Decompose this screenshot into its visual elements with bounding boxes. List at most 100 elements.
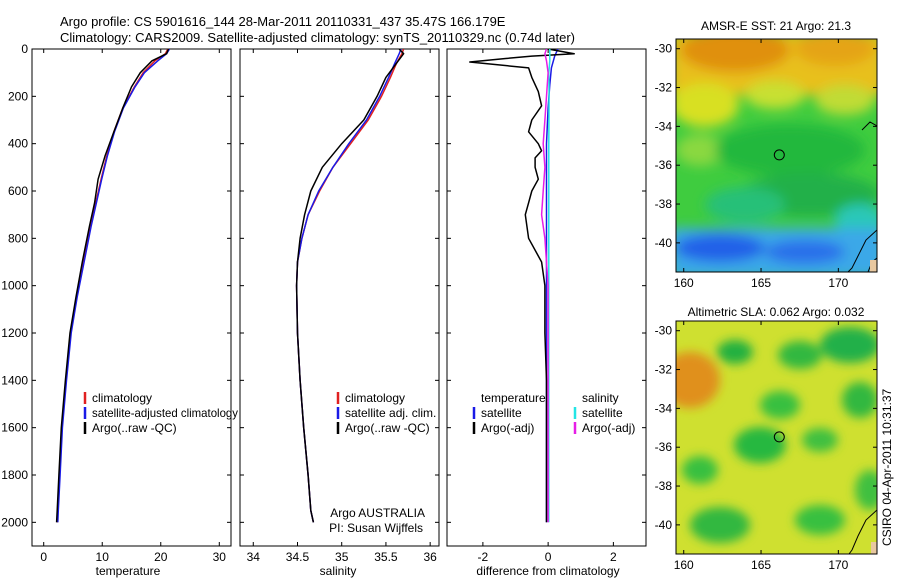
sst-map-panel: AMSR-E SST: 21 Argo: 21.3 [655,19,878,290]
x-tick-label: 34 [247,550,261,564]
header-line-2: Climatology: CARS2009. Satellite-adjuste… [60,30,575,45]
legend-label-argo: Argo(..raw -QC) [92,421,177,435]
float-position-marker [773,431,785,443]
y-tick-label: 800 [8,231,28,245]
sst-map-frame [675,38,878,273]
difference-depth-ticks [447,48,646,523]
depth-ticks: 0 200 400 600 800 1000 1200 1400 1600 1800 2000 [1,42,231,529]
header-line-1: Argo profile: CS 5901616_144 28-Mar-2011… [60,14,506,29]
y-tick-label: 600 [8,184,28,198]
temperature-lines [55,49,171,523]
y-tick-label: 1000 [1,279,28,293]
y-tick-label: -34 [655,119,673,133]
legend-label-sal-argo: Argo(-adj) [582,421,635,435]
sla-map-frame [675,320,878,555]
legend-title-temperature: temperature [481,391,546,405]
legend-label-temp-argo: Argo(-adj) [481,421,534,435]
sla-heatmap [676,321,877,554]
sla-map-panel: Altimetric SLA: 0.062 Argo: 0.032 [655,305,878,572]
x-tick-label: 170 [828,558,848,572]
annotation-pi: PI: Susan Wijffels [329,521,423,535]
y-tick-label: -30 [655,42,673,56]
y-tick-label: -32 [655,363,673,377]
legend-title-salinity: salinity [582,391,619,405]
y-tick-label: 1800 [1,468,28,482]
series-line [56,49,169,523]
y-tick-label: -36 [655,158,673,172]
y-tick-label: 1600 [1,421,28,435]
temperature-legend: climatology satellite-adjusted climatolo… [83,391,238,435]
y-tick-label: -32 [655,81,673,95]
salinity-legend: climatology satellite adj. clim. Argo(..… [336,391,436,435]
difference-lines [469,49,575,523]
x-tick-label: 34.5 [286,550,310,564]
temperature-x-ticks: 0 10 20 30 [40,49,226,564]
series-line [469,49,575,523]
x-tick-label: 165 [751,276,771,290]
x-tick-label: 10 [96,550,110,564]
legend-label-satellite: satellite-adjusted climatology [92,406,238,420]
y-tick-label: 200 [8,89,28,103]
y-tick-label: 1400 [1,373,28,387]
sst-map-title: AMSR-E SST: 21 Argo: 21.3 [701,19,851,33]
legend-label-climatology: climatology [345,391,405,405]
y-tick-label: 400 [8,137,28,151]
series-line [57,49,171,523]
x-tick-label: 35 [335,550,349,564]
series-line [295,49,405,523]
salinity-x-ticks: 34 34.5 35 35.5 36 [247,49,437,564]
sla-map-ticks: 160 165 170 -30 -32 -34 -36 -38 -40 [655,321,877,572]
sla-map-title: Altimetric SLA: 0.062 Argo: 0.032 [688,305,865,319]
y-tick-label: -38 [655,197,673,211]
annotation-argo-australia: Argo AUSTRALIA [330,506,425,520]
x-tick-label: 30 [213,550,227,564]
series-line [295,49,402,523]
x-tick-label: 160 [674,276,694,290]
temperature-xlabel: temperature [96,564,161,578]
y-tick-label: -40 [655,518,673,532]
series-line [295,49,405,523]
temperature-axes-frame [31,48,232,547]
legend-label-sal-satellite: satellite [582,406,623,420]
y-tick-label: -36 [655,440,673,454]
land [871,542,877,554]
legend-label-temp-satellite: satellite [481,406,522,420]
difference-xlabel: difference from climatology [476,564,619,578]
difference-legend: temperature satellite Argo(-adj) salinit… [472,391,635,435]
x-tick-label: 170 [828,276,848,290]
salinity-lines [295,49,405,523]
land [870,260,877,272]
legend-label-argo: Argo(..raw -QC) [345,421,430,435]
x-tick-label: 35.5 [374,550,398,564]
x-tick-label: 0 [545,550,552,564]
salinity-xlabel: salinity [320,564,357,578]
x-tick-label: -2 [478,550,489,564]
legend-label-satellite: satellite adj. clim. [345,406,436,420]
sst-map-ticks: 160 165 170 -30 -32 -34 -36 -38 -40 [655,39,877,290]
sst-heatmap [676,39,877,272]
temperature-panel: 0 200 400 600 800 1000 1200 1400 1600 1800 2000 0 1… [1,42,238,578]
series-line [55,49,170,523]
coastline [848,509,877,554]
y-tick-label: 2000 [1,515,28,529]
y-tick-label: -40 [655,236,673,250]
series-line [540,49,549,523]
y-tick-label: -34 [655,401,673,415]
x-tick-label: 20 [154,550,168,564]
series-line [548,49,551,523]
salinity-panel: 34 34.5 35 35.5 36 salinity climatology sate… [239,48,440,578]
x-tick-label: 160 [674,558,694,572]
side-label: CSIRO 04-Apr-2011 10:31:37 [880,388,894,546]
salinity-axes-frame [239,48,440,547]
y-tick-label: -38 [655,479,673,493]
y-tick-label: 1200 [1,326,28,340]
y-tick-label: 0 [21,42,28,56]
x-tick-label: 2 [610,550,617,564]
legend-label-climatology: climatology [92,391,152,405]
x-tick-label: 165 [751,558,771,572]
y-tick-label: -30 [655,324,673,338]
x-tick-label: 0 [40,550,47,564]
float-position-marker [773,149,785,161]
x-tick-label: 36 [423,550,437,564]
